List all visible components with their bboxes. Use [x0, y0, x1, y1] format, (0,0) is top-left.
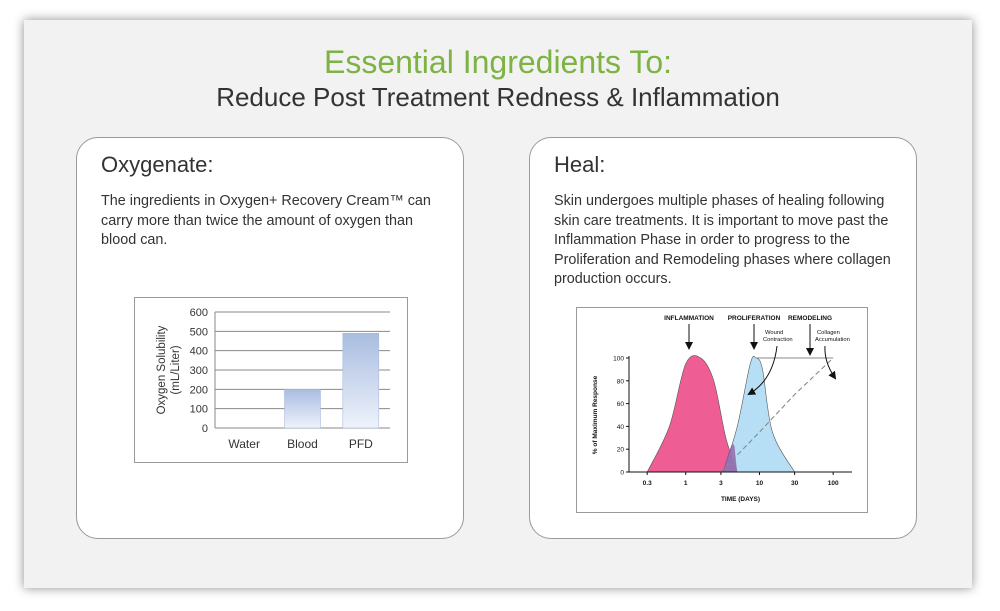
remodeling-line — [720, 357, 834, 473]
oxygenate-body: The ingredients in Oxygen+ Recovery Crea… — [101, 193, 431, 248]
x-tick-label: 3 — [719, 480, 723, 487]
y-tick-label: 100 — [613, 356, 624, 363]
oxygen-solubility-chart: 0 100 200 300 400 500 600 Water Blood PFD Oxygen S… — [134, 297, 408, 463]
bar — [342, 333, 380, 429]
inflammation-area — [646, 355, 738, 473]
y-tick-label: 60 — [617, 401, 625, 408]
y-tick-label: 500 — [190, 326, 208, 338]
collagen-accumulation-label-line1: Collagen — [817, 330, 840, 336]
x-tick-label: 30 — [791, 480, 799, 487]
oxygen-solubility-chart-svg: 0 100 200 300 400 500 600 Water Blood PFD Oxygen S… — [156, 307, 390, 451]
page-subtitle: Reduce Post Treatment Redness & Inflamma… — [216, 82, 780, 112]
phase-overlap-area — [722, 444, 738, 472]
y-tick-label: 600 — [190, 307, 208, 319]
y-tick-label: 20 — [617, 447, 625, 454]
wound-contraction-arrow — [747, 345, 778, 396]
x-tick-label: 100 — [828, 480, 839, 487]
collagen-accumulation-arrow — [824, 345, 837, 380]
healing-phases-chart: 0 20 40 60 80 100 0.3 1 3 10 30 100 TIME (DAYS) % of … — [576, 307, 868, 513]
y-tick-label: 80 — [617, 378, 625, 385]
oxygenate-heading: Oxygenate: — [101, 152, 214, 177]
remodeling-label: REMODELING — [788, 315, 832, 322]
wound-contraction-label-line2: Contraction — [763, 337, 793, 343]
oxygenate-card: Oxygenate: The ingredients in Oxygen+ Re… — [76, 137, 464, 539]
proliferation-label: PROLIFERATION — [728, 315, 781, 322]
y-tick-label: 400 — [190, 346, 208, 358]
x-tick-label: Blood — [287, 437, 318, 451]
y-tick-label: 0 — [620, 470, 624, 477]
page-title: Essential Ingredients To: — [323, 44, 673, 80]
healing-phases-chart-svg: 0 20 40 60 80 100 0.3 1 3 10 30 100 TIME (DAYS) % of … — [592, 315, 852, 503]
y-tick-label: 200 — [190, 384, 208, 396]
y-tick-label: 0 — [202, 423, 208, 435]
inflammation-label: INFLAMMATION — [664, 315, 714, 322]
y-tick-label: 300 — [190, 365, 208, 377]
wound-contraction-label-line1: Wound — [765, 330, 783, 336]
x-tick-label: Water — [228, 437, 260, 451]
x-axis-label: TIME (DAYS) — [721, 496, 760, 503]
x-tick-label: PFD — [349, 437, 373, 451]
heal-heading: Heal: — [554, 152, 606, 177]
x-tick-label: 10 — [756, 480, 764, 487]
heal-body: Skin undergoes multiple phases of healin… — [554, 193, 891, 287]
y-tick-label: 40 — [617, 424, 625, 431]
x-tick-label: 0.3 — [643, 480, 652, 487]
y-tick-label: 100 — [190, 404, 208, 416]
slide: Essential Ingredients To: Reduce Post Tr… — [24, 20, 972, 588]
collagen-accumulation-label-line2: Accumulation — [815, 337, 850, 343]
y-axis-label: Oxygen Solubility (mL/Liter) — [156, 325, 182, 414]
y-axis-label: % of Maximum Response — [592, 375, 599, 454]
x-tick-label: 1 — [684, 480, 688, 487]
heal-card: Heal: Skin undergoes multiple phases of … — [529, 137, 917, 539]
bar — [284, 389, 321, 429]
